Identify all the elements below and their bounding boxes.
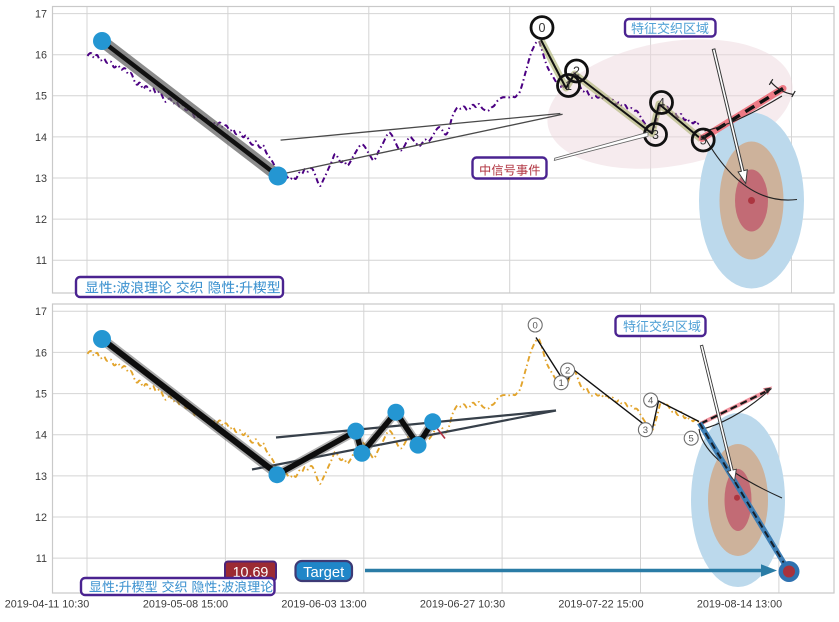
svg-text:2: 2 bbox=[565, 366, 570, 377]
svg-text:2019-05-08 15:00: 2019-05-08 15:00 bbox=[143, 599, 228, 611]
svg-text:1: 1 bbox=[565, 79, 572, 93]
svg-text:12: 12 bbox=[35, 512, 47, 524]
svg-text:14: 14 bbox=[35, 132, 47, 144]
svg-text:13: 13 bbox=[35, 471, 47, 483]
svg-text:15: 15 bbox=[35, 91, 47, 103]
svg-text:4: 4 bbox=[648, 396, 653, 407]
svg-text:11: 11 bbox=[36, 255, 47, 267]
svg-text:11: 11 bbox=[36, 553, 47, 565]
svg-text:5: 5 bbox=[689, 434, 694, 445]
svg-text:12: 12 bbox=[35, 214, 47, 226]
svg-text:2019-06-27 10:30: 2019-06-27 10:30 bbox=[420, 599, 505, 611]
svg-text:17: 17 bbox=[35, 9, 47, 21]
svg-text:15: 15 bbox=[35, 389, 47, 401]
svg-text:13: 13 bbox=[35, 173, 47, 185]
svg-text:2019-07-22 15:00: 2019-07-22 15:00 bbox=[558, 599, 643, 611]
svg-text:3: 3 bbox=[652, 128, 659, 142]
svg-text:17: 17 bbox=[35, 306, 47, 318]
svg-text:2019-06-03 13:00: 2019-06-03 13:00 bbox=[281, 599, 366, 611]
svg-text:1: 1 bbox=[558, 378, 563, 389]
svg-text:3: 3 bbox=[643, 425, 648, 436]
svg-text:16: 16 bbox=[35, 347, 47, 359]
svg-text:14: 14 bbox=[35, 430, 47, 442]
svg-text:2019-04-11 10:30: 2019-04-11 10:30 bbox=[5, 599, 89, 611]
svg-text:4: 4 bbox=[658, 96, 665, 110]
svg-text:0: 0 bbox=[539, 21, 546, 35]
svg-text:16: 16 bbox=[35, 50, 47, 62]
svg-text:2019-08-14 13:00: 2019-08-14 13:00 bbox=[697, 599, 782, 611]
svg-text:0: 0 bbox=[533, 320, 538, 331]
svg-text:5: 5 bbox=[700, 134, 707, 148]
svg-text:Target: Target bbox=[303, 565, 344, 581]
svg-text:2: 2 bbox=[573, 65, 580, 79]
